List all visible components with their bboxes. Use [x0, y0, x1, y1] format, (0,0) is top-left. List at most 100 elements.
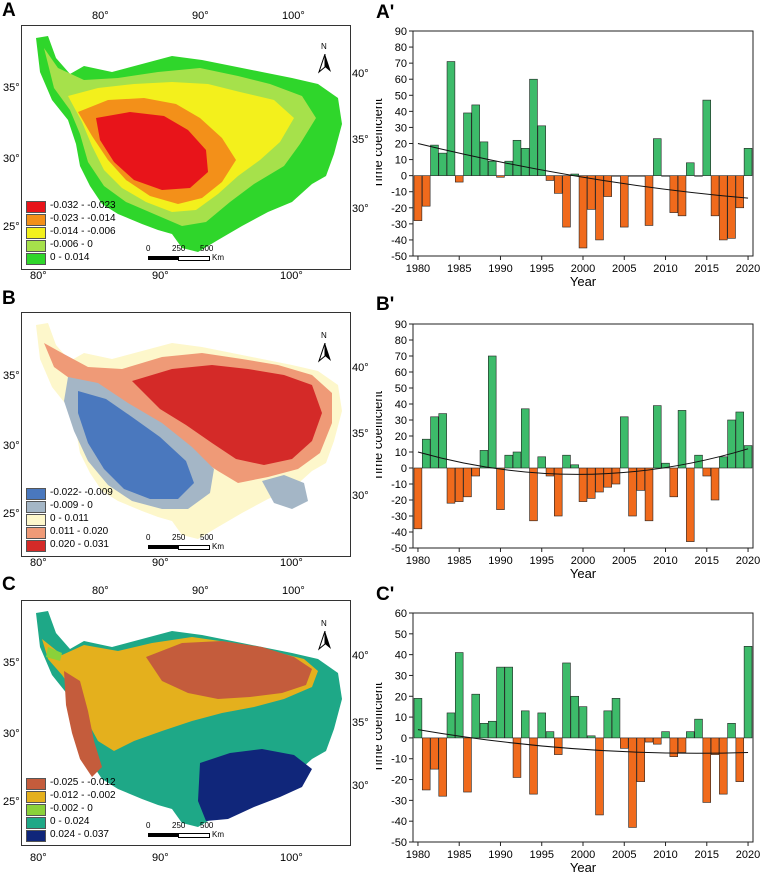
bar — [463, 737, 472, 793]
x-tick-label: 1990 — [488, 263, 512, 275]
x-tick-label: 2015 — [695, 263, 719, 275]
map-region — [132, 365, 322, 465]
map-region — [262, 475, 308, 509]
top-lon-label: 80° — [92, 10, 109, 22]
trend-line — [417, 448, 749, 475]
bar — [578, 175, 588, 249]
bar — [521, 710, 530, 739]
bar — [702, 99, 712, 176]
bar — [611, 175, 621, 177]
bar — [537, 712, 546, 739]
top-lon-label: 90° — [192, 10, 209, 22]
bottom-lon-label: 100° — [280, 270, 303, 282]
bar — [620, 416, 629, 469]
y-tick-label: 40 — [395, 399, 407, 411]
y-tick-label: -40 — [391, 816, 407, 828]
left-lat-label: 25° — [3, 508, 20, 520]
bar — [694, 175, 703, 177]
y-tick-label: -50 — [391, 543, 407, 555]
bar — [636, 737, 645, 782]
bar — [628, 737, 637, 828]
bar — [421, 175, 431, 207]
plateau-map-c — [36, 611, 342, 827]
y-tick-label: -10 — [391, 479, 407, 491]
bar — [677, 410, 687, 469]
bar — [454, 175, 464, 183]
y-tick-label: 0 — [401, 463, 407, 475]
y-tick-label: 90 — [395, 319, 407, 331]
bar — [430, 737, 439, 770]
bar — [537, 456, 546, 469]
bar — [603, 467, 612, 488]
bottom-lon-label: 80° — [30, 270, 47, 282]
y-tick-label: 80 — [395, 335, 407, 347]
plateau-map-a — [36, 36, 342, 252]
map-region — [64, 671, 102, 777]
bar — [562, 662, 571, 739]
y-tick-label: -20 — [391, 495, 407, 507]
bar — [686, 467, 695, 542]
bar — [719, 175, 728, 241]
left-lat-label: 35° — [3, 657, 20, 669]
bar — [488, 720, 497, 739]
bar — [735, 737, 745, 782]
left-lat-label: 25° — [3, 796, 20, 808]
bar — [595, 175, 604, 241]
map-region — [96, 112, 208, 190]
x-tick-label: 1985 — [447, 849, 471, 861]
x-tick-label: 1995 — [529, 555, 553, 567]
bar — [578, 706, 588, 739]
bar — [413, 467, 423, 530]
panel-letter-b: B — [2, 288, 16, 309]
y-tick-label: 20 — [395, 139, 407, 151]
bar — [554, 467, 563, 517]
bar — [471, 693, 480, 739]
bottom-lon-label: 100° — [280, 852, 303, 864]
y-tick-label: -30 — [391, 219, 407, 231]
y-tick-label: 60 — [395, 367, 407, 379]
y-tick-label: 40 — [395, 106, 407, 118]
bar — [620, 737, 629, 749]
bar — [653, 138, 662, 176]
y-tick-label: 30 — [395, 122, 407, 134]
bar — [603, 175, 612, 197]
right-lat-label: 35° — [352, 134, 369, 146]
bar — [628, 175, 637, 177]
x-tick-label: 2000 — [571, 849, 595, 861]
bottom-lon-label: 100° — [280, 557, 303, 569]
bar — [446, 61, 456, 176]
bar — [611, 467, 621, 485]
right-lat-label: 40° — [352, 362, 369, 374]
panel-letter-c: C — [2, 574, 16, 595]
time-coefficient-charts: A' -50 -40 -30 -20 -10 0 10 20 30 40 50 60 70 80 90 1980… — [376, 2, 760, 875]
y-tick-label: 50 — [395, 90, 407, 102]
bar — [727, 175, 736, 239]
panel-letter: A' — [376, 2, 394, 23]
x-tick-label: 1985 — [447, 263, 471, 275]
bar — [669, 175, 678, 213]
bar — [570, 464, 579, 469]
bar — [743, 445, 753, 469]
y-tick-label: 10 — [395, 447, 407, 459]
y-tick-label: 70 — [395, 351, 407, 363]
top-lon-label: 100° — [282, 10, 305, 22]
bar — [504, 454, 513, 469]
bar — [587, 467, 596, 499]
bar — [677, 175, 687, 217]
panel-letter: B' — [376, 294, 394, 315]
bar — [702, 737, 712, 803]
bar — [529, 737, 538, 795]
right-lat-label: 40° — [352, 650, 369, 662]
bar — [512, 451, 522, 469]
bar — [735, 411, 745, 469]
bar — [413, 175, 423, 221]
bar — [644, 175, 654, 226]
bar — [537, 125, 546, 176]
plateau-map-b — [36, 323, 342, 539]
bar — [545, 175, 555, 181]
bar — [587, 735, 596, 739]
bar — [521, 148, 530, 176]
bar — [554, 737, 563, 755]
bar — [446, 712, 456, 739]
bottom-lon-label: 80° — [30, 852, 47, 864]
